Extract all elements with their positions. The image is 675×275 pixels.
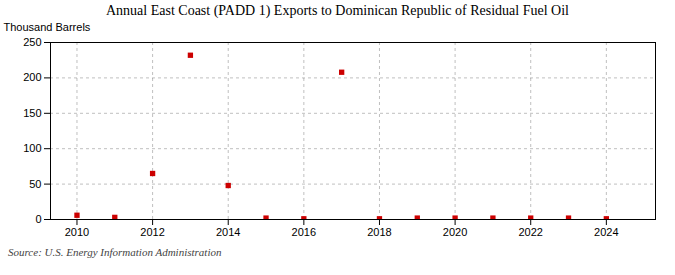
svg-text:2010: 2010	[65, 226, 89, 238]
svg-text:250: 250	[23, 36, 41, 48]
svg-text:2022: 2022	[518, 226, 542, 238]
svg-text:2024: 2024	[594, 226, 618, 238]
html-text:Source: U.S. Energy Informatio: Source: U.S. Energy Information Administ…	[8, 246, 222, 258]
html-text:Annual East Coast (PADD 1) Exp: Annual East Coast (PADD 1) Exports to Do…	[106, 3, 569, 18]
svg-text:Thousand Barrels: Thousand Barrels	[4, 21, 91, 33]
svg-text:200: 200	[23, 71, 41, 83]
svg-text:0: 0	[35, 213, 41, 225]
svg-text:50: 50	[29, 178, 41, 190]
svg-text:2012: 2012	[140, 226, 164, 238]
svg-text:2020: 2020	[443, 226, 467, 238]
svg-text:2018: 2018	[367, 226, 391, 238]
svg-text:100: 100	[23, 142, 41, 154]
svg-text:150: 150	[23, 107, 41, 119]
svg-text:2016: 2016	[292, 226, 316, 238]
svg-text:2014: 2014	[216, 226, 240, 238]
